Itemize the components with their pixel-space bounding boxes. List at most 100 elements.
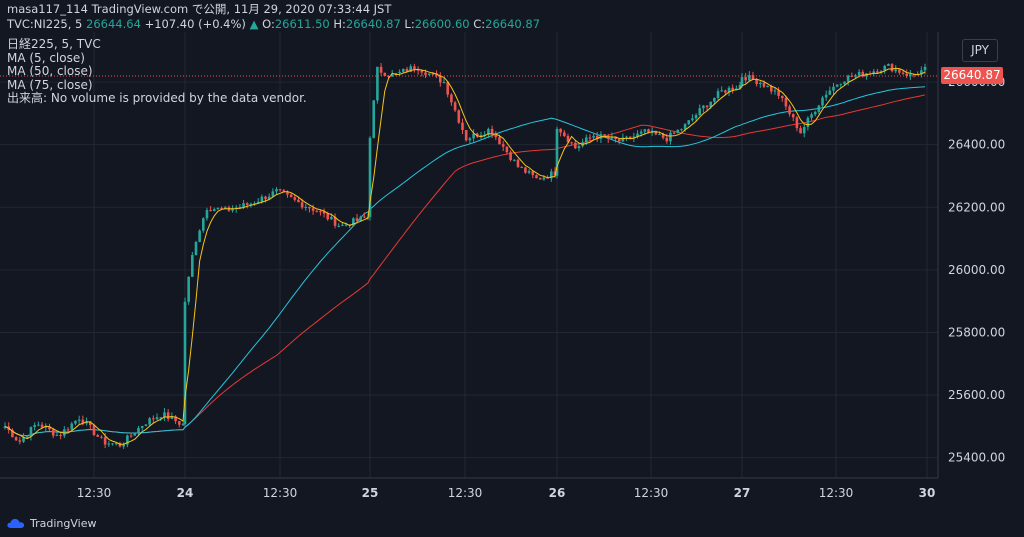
legend-ma75[interactable]: MA (75, close) bbox=[7, 77, 93, 92]
candle bbox=[77, 415, 81, 425]
candle bbox=[245, 202, 249, 209]
candle bbox=[66, 427, 70, 433]
tradingview-cloud-icon bbox=[7, 518, 25, 528]
candle bbox=[705, 105, 709, 111]
candle bbox=[372, 99, 375, 139]
candle bbox=[509, 150, 512, 162]
candle bbox=[610, 132, 614, 140]
candle bbox=[205, 207, 209, 221]
candle bbox=[133, 433, 137, 436]
candle bbox=[751, 71, 755, 80]
candle bbox=[861, 69, 865, 78]
x-tick-label: 25 bbox=[362, 486, 379, 500]
time-axis[interactable]: 12:30 24 12:30 25 12:30 26 12:30 27 12:30 30 bbox=[77, 486, 936, 500]
price-axis[interactable]: 25400.00 25600.00 25800.00 26000.00 26200.00… bbox=[948, 75, 1005, 465]
ma50-path bbox=[4, 86, 926, 437]
candle bbox=[784, 95, 788, 110]
x-tick-label: 12:30 bbox=[819, 486, 854, 500]
candle bbox=[355, 214, 359, 224]
candle bbox=[520, 166, 523, 169]
candle bbox=[850, 72, 854, 78]
candle bbox=[376, 66, 379, 104]
tradingview-brand: TradingView bbox=[30, 516, 97, 530]
candle bbox=[202, 217, 205, 233]
x-tick-label: 12:30 bbox=[77, 486, 112, 500]
candle bbox=[148, 416, 151, 427]
candle bbox=[275, 187, 278, 195]
close-value: 26640.87 bbox=[485, 17, 541, 31]
grid bbox=[0, 32, 938, 478]
open-label: O: bbox=[262, 17, 275, 31]
candle bbox=[51, 427, 55, 439]
candle bbox=[198, 229, 201, 243]
y-tick-label: 25600.00 bbox=[948, 388, 1005, 402]
x-tick-label: 26 bbox=[549, 486, 566, 500]
candle bbox=[731, 84, 734, 94]
candle bbox=[209, 205, 212, 212]
tradingview-logo[interactable]: TradingView bbox=[7, 515, 96, 531]
candle bbox=[29, 426, 33, 441]
y-tick-label: 25800.00 bbox=[948, 325, 1005, 339]
candle bbox=[442, 78, 446, 84]
candle bbox=[216, 207, 220, 210]
candle bbox=[632, 132, 636, 143]
candle bbox=[163, 407, 166, 421]
legend-volume-note: 出来高: No volume is provided by the data v… bbox=[7, 91, 307, 105]
candle bbox=[3, 422, 7, 430]
candle bbox=[555, 126, 559, 179]
candle bbox=[337, 223, 341, 228]
candle bbox=[48, 423, 51, 431]
candle bbox=[181, 422, 185, 427]
candle bbox=[724, 89, 727, 95]
candle bbox=[140, 425, 144, 431]
candle bbox=[468, 136, 472, 144]
candle bbox=[170, 412, 174, 420]
candle bbox=[44, 423, 48, 432]
candle bbox=[909, 69, 912, 81]
candle bbox=[387, 75, 390, 78]
candle bbox=[63, 426, 66, 438]
candle bbox=[524, 166, 527, 174]
x-tick-label: 12:30 bbox=[634, 486, 669, 500]
x-tick-label: 24 bbox=[177, 486, 194, 500]
candle bbox=[183, 297, 187, 427]
candle bbox=[883, 64, 887, 74]
candle bbox=[716, 88, 720, 100]
publish-info: masa117_114 TradingView.com で公開, 11月 29,… bbox=[7, 2, 392, 16]
legend: 日経225, 5, TVC MA (5, close) MA (50, clos… bbox=[7, 37, 337, 106]
candle bbox=[212, 207, 216, 212]
candle bbox=[256, 197, 260, 204]
candle bbox=[137, 425, 140, 436]
legend-ma50[interactable]: MA (50, close) bbox=[7, 64, 93, 78]
currency-button[interactable]: JPY bbox=[962, 39, 998, 62]
candle bbox=[427, 73, 431, 76]
candle bbox=[33, 422, 36, 431]
candle bbox=[166, 409, 170, 422]
candle bbox=[535, 174, 538, 179]
candle bbox=[676, 129, 680, 134]
candle bbox=[832, 83, 835, 95]
candle bbox=[363, 212, 366, 219]
legend-title[interactable]: 日経225, 5, TVC bbox=[7, 37, 101, 51]
candle bbox=[581, 138, 584, 148]
candle bbox=[513, 159, 516, 162]
x-tick-label: 27 bbox=[734, 486, 751, 500]
candle bbox=[588, 134, 592, 142]
candle bbox=[531, 170, 535, 179]
candle bbox=[96, 433, 100, 437]
legend-ma5[interactable]: MA (5, close) bbox=[7, 50, 85, 65]
candle bbox=[289, 193, 293, 198]
candle bbox=[461, 118, 464, 135]
candle bbox=[453, 100, 457, 113]
candle bbox=[368, 136, 372, 221]
candle bbox=[748, 71, 751, 82]
candle bbox=[490, 125, 494, 139]
candle bbox=[446, 81, 449, 98]
candle bbox=[636, 130, 639, 139]
candle bbox=[319, 209, 322, 216]
candle bbox=[802, 123, 806, 138]
candle bbox=[777, 87, 780, 99]
candle bbox=[527, 168, 531, 175]
candle bbox=[322, 208, 326, 218]
